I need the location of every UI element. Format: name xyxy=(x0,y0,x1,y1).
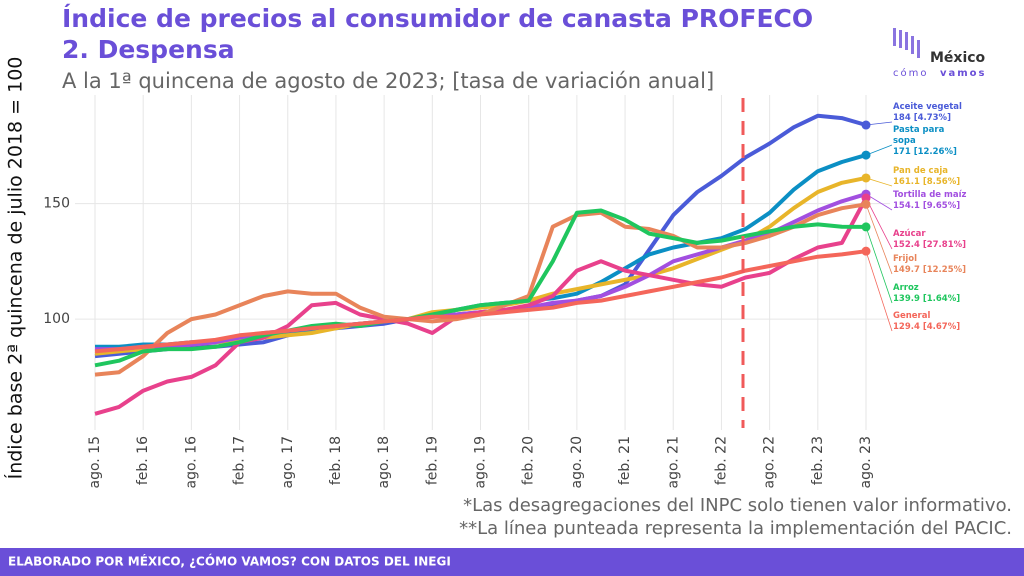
chart-title: Índice de precios al consumidor de canas… xyxy=(62,4,813,33)
x-tick-label: feb. 23 xyxy=(810,436,826,485)
label-text: 149.7 [12.25%] xyxy=(893,265,967,275)
logo-bars xyxy=(893,28,920,58)
label-text: General xyxy=(893,311,931,321)
x-tick-label: ago. 18 xyxy=(376,436,392,489)
label-text: 184 [4.73%] xyxy=(893,113,951,123)
label-text: Azúcar xyxy=(893,229,926,239)
label-text: Aceite vegetal xyxy=(893,102,962,112)
note: *Las desagregaciones del INPC solo tiene… xyxy=(463,495,1012,516)
chart-title: 2. Despensa xyxy=(62,35,235,64)
series-label: General 129.4 [4.67%] xyxy=(893,311,967,333)
label-text: Frijol xyxy=(893,254,918,264)
x-tick-label: ago. 19 xyxy=(473,436,489,489)
label-text: 171 [12.26%] xyxy=(893,147,957,157)
label-connector xyxy=(865,251,893,332)
logo: vamos xyxy=(940,68,987,79)
x-tick-label: ago. 20 xyxy=(569,436,585,489)
logo: cómo xyxy=(893,67,928,79)
label-text: 154.1 [9.65%] xyxy=(893,201,961,211)
x-tick-label: feb. 17 xyxy=(232,436,248,485)
x-tick-label: feb. 19 xyxy=(424,436,440,485)
label-text: Arroz xyxy=(893,283,919,293)
series-line xyxy=(94,197,868,416)
series-label: Azúcar 152.4 [27.81%] xyxy=(893,229,967,251)
series-label: Aceite vegetal 184 [4.73%] xyxy=(893,102,967,124)
label-connector xyxy=(865,226,893,304)
label-text: 152.4 [27.81%] xyxy=(893,240,967,250)
label-connector xyxy=(865,177,893,187)
label-text: 139.9 [1.64%] xyxy=(893,294,961,304)
x-tick-label: ago. 15 xyxy=(87,436,103,489)
note: **La línea punteada representa la implem… xyxy=(459,518,1012,539)
series-label: Tortilla de maíz 154.1 [9.65%] xyxy=(893,190,967,212)
y-axis-label: Índice base 2ª quincena de julio 2018 = … xyxy=(4,57,27,480)
x-tick-label: feb. 22 xyxy=(713,436,729,485)
label-connector xyxy=(865,193,893,211)
label-text: Pan de caja xyxy=(893,166,948,176)
label-connector xyxy=(865,204,893,275)
series-label: Pasta para sopa 171 [12.26%] xyxy=(893,125,967,158)
x-tick-label: ago. 17 xyxy=(280,436,296,489)
x-tick-label: ago. 21 xyxy=(665,436,681,489)
label-text: Pasta para sopa xyxy=(893,125,945,146)
x-tick-label: ago. 16 xyxy=(183,436,199,489)
label-text: 129.4 [4.67%] xyxy=(893,322,961,332)
x-tick-label: ago. 23 xyxy=(858,436,874,489)
subtitle: A la 1ª quincena de agosto de 2023; [tas… xyxy=(62,69,714,93)
x-tick-label: ago. 22 xyxy=(762,436,778,489)
series-line xyxy=(94,249,867,354)
series-label: Frijol 149.7 [12.25%] xyxy=(893,254,967,276)
y-tick-label: 100 xyxy=(43,311,70,327)
label-text: 161.1 [8.56%] xyxy=(893,177,961,187)
x-tick-label: feb. 18 xyxy=(328,436,344,485)
label-connector xyxy=(865,197,893,250)
label-connector xyxy=(865,144,893,156)
x-tick-label: feb. 21 xyxy=(617,436,633,485)
y-tick-label: 150 xyxy=(43,196,70,212)
label-connector xyxy=(865,121,893,126)
label-text: Tortilla de maíz xyxy=(893,190,967,200)
series-label: Arroz 139.9 [1.64%] xyxy=(893,283,967,305)
footer: ELABORADO POR MÉXICO, ¿CÓMO VAMOS? CON D… xyxy=(8,554,451,569)
series-label: Pan de caja 161.1 [8.56%] xyxy=(893,166,967,188)
x-tick-label: feb. 20 xyxy=(521,436,537,485)
footer-bar xyxy=(0,548,1024,576)
logo: México xyxy=(930,50,986,66)
x-tick-label: feb. 16 xyxy=(135,436,151,485)
series-line xyxy=(94,208,867,368)
